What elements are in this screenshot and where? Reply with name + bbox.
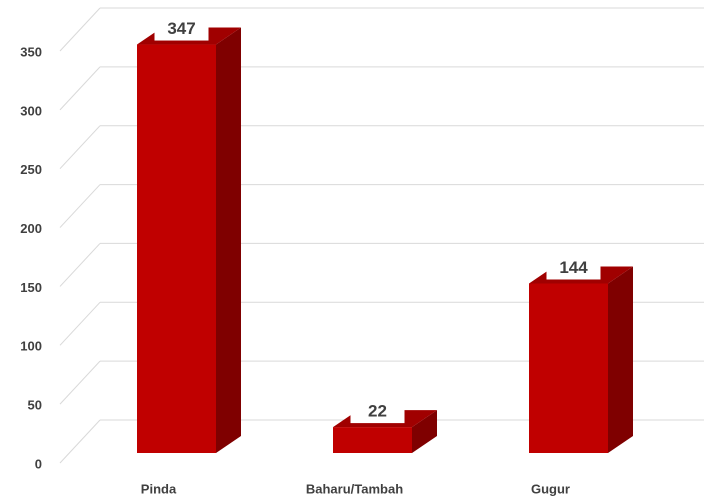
y-tick-label: 0 <box>35 456 42 471</box>
y-tick-label: 250 <box>20 162 42 177</box>
y-tick-label: 350 <box>20 44 42 59</box>
bar-side <box>216 27 241 453</box>
y-tick-label: 300 <box>20 103 42 118</box>
grid-line <box>59 7 101 52</box>
bar-side <box>412 410 437 453</box>
value-label: 144 <box>559 258 588 277</box>
value-label-box <box>546 257 601 280</box>
x-tick-label: Pinda <box>141 481 177 496</box>
bar <box>529 266 633 453</box>
y-tick-label: 50 <box>28 398 42 413</box>
grid-line <box>59 125 101 170</box>
value-label: 22 <box>368 402 387 421</box>
value-label: 347 <box>167 19 195 38</box>
y-tick-label: 200 <box>20 221 42 236</box>
bar-front <box>137 44 216 453</box>
value-label-box <box>154 18 209 41</box>
bar-front <box>529 283 608 453</box>
grid-line <box>59 243 101 287</box>
grid-line <box>59 66 101 111</box>
grid-line <box>59 419 101 464</box>
grid-line <box>59 184 101 228</box>
bar <box>137 27 241 453</box>
y-tick-label: 150 <box>20 280 42 295</box>
x-tick-label: Gugur <box>531 481 570 496</box>
bar-side <box>608 266 633 453</box>
grid-line <box>59 360 101 405</box>
grid-line <box>59 301 101 346</box>
y-tick-label: 100 <box>20 339 42 354</box>
value-label-box <box>350 401 405 424</box>
x-tick-label: Baharu/Tambah <box>306 481 403 496</box>
bar-front <box>333 427 412 453</box>
